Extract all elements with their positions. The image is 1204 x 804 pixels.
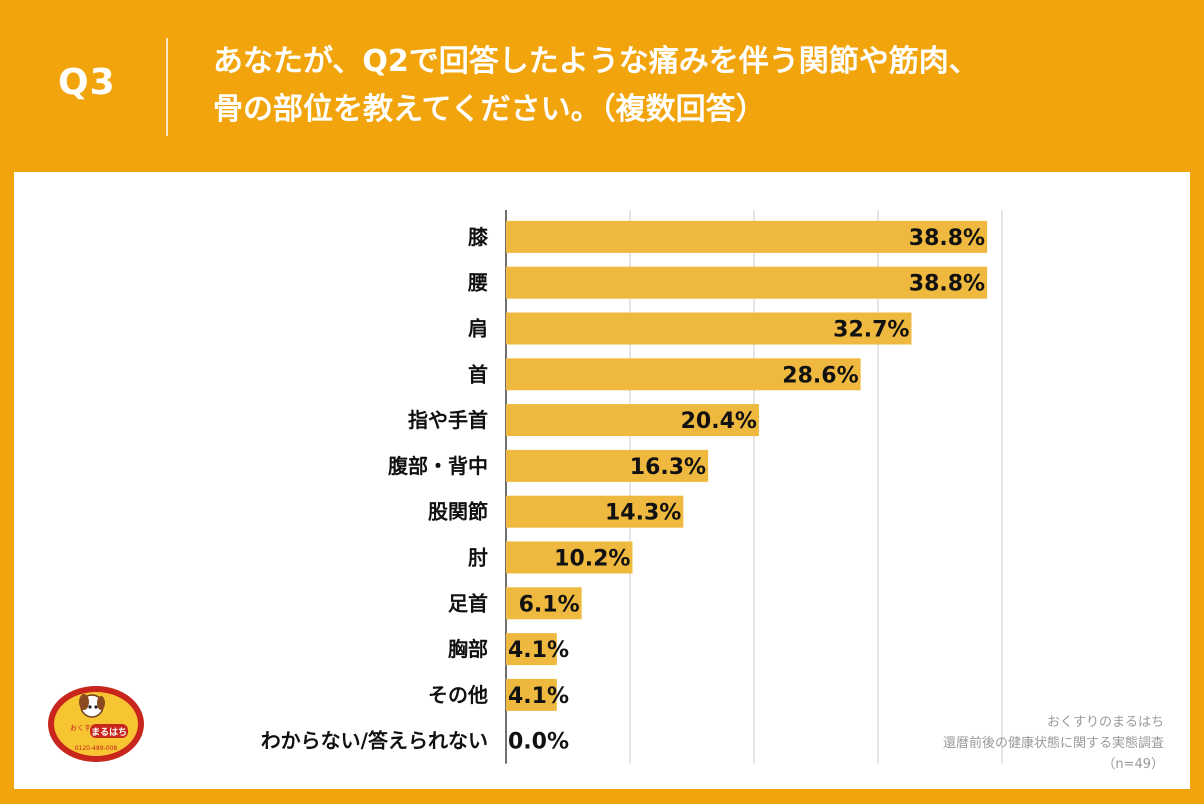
bar — [506, 541, 633, 574]
source-survey: 還暦前後の健康状態に関する実態調査 — [942, 736, 1164, 751]
data-label: 4.1% — [508, 684, 569, 709]
logo-top-text: おくすりの — [70, 724, 105, 732]
logo-main-text: まるはち — [91, 727, 127, 738]
data-label: 0.0% — [508, 730, 569, 755]
data-label: 14.3% — [605, 501, 681, 526]
data-label: 28.6% — [782, 363, 858, 388]
data-label: 20.4% — [681, 409, 757, 434]
category-label: 股関節 — [428, 500, 488, 524]
category-label: 膝 — [468, 225, 489, 249]
category-label: 胸部 — [448, 637, 488, 661]
question-line-2: 骨の部位を教えてください。（複数回答） — [213, 92, 766, 127]
data-label: 38.8% — [909, 226, 985, 251]
question-line-1: あなたが、Q2で回答したような痛みを伴う関節や筋肉、 — [213, 44, 979, 79]
bar — [506, 312, 912, 345]
maruhachi-logo: おくすりの まるはち 0120-489-008 — [48, 686, 144, 762]
category-label: 肩 — [468, 317, 488, 341]
category-label: 足首 — [448, 591, 488, 615]
bar — [506, 404, 759, 437]
dog-eye-icon — [88, 705, 92, 709]
category-label: わからない/答えられない — [261, 729, 488, 753]
bar — [506, 266, 988, 299]
bar — [506, 633, 557, 666]
bar — [506, 587, 582, 620]
source-sample-size: （n=49） — [1102, 757, 1164, 772]
category-label: 腹部・背中 — [388, 454, 488, 478]
bar — [506, 449, 709, 482]
question-header: Q3 あなたが、Q2で回答したような痛みを伴う関節や筋肉、 骨の部位を教えてくだ… — [0, 0, 1204, 172]
data-label: 16.3% — [630, 455, 706, 480]
source-note: おくすりのまるはち 還暦前後の健康状態に関する実態調査 （n=49） — [804, 712, 1164, 775]
category-label: その他 — [428, 683, 488, 707]
dog-eye-icon — [94, 705, 98, 709]
question-text: あなたが、Q2で回答したような痛みを伴う関節や筋肉、 骨の部位を教えてください。… — [213, 38, 1173, 134]
source-company: おくすりのまるはち — [1046, 715, 1164, 730]
bar — [506, 220, 988, 253]
question-number: Q3 — [58, 62, 116, 103]
category-label: 指や手首 — [408, 408, 488, 432]
chart-panel: 膝 38.8% 腰 38.8% 肩 32.7% 首 28.6% 指や手首 20.4% 腹部・背中 16… — [14, 172, 1190, 789]
dog-ear-icon — [79, 694, 89, 710]
category-label: 首 — [468, 362, 488, 386]
bar — [506, 358, 861, 391]
data-label: 4.1% — [508, 638, 569, 663]
data-label: 32.7% — [833, 318, 909, 343]
dog-ear-icon — [97, 696, 105, 710]
header-divider — [166, 38, 168, 136]
bar — [506, 495, 684, 528]
data-label: 6.1% — [519, 592, 580, 617]
category-label: 肘 — [468, 546, 488, 570]
logo-badge — [90, 724, 128, 738]
bar — [506, 678, 557, 711]
category-label: 腰 — [467, 271, 488, 295]
bar-chart: 膝 38.8% 腰 38.8% 肩 32.7% 首 28.6% 指や手首 20.4% 腹部・背中 16… — [261, 210, 1003, 764]
logo-phone: 0120-489-008 — [75, 745, 118, 752]
data-label: 38.8% — [909, 272, 985, 297]
data-label: 10.2% — [554, 547, 630, 572]
